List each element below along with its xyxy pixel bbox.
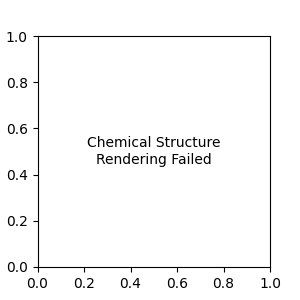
Text: Chemical Structure
Rendering Failed: Chemical Structure Rendering Failed xyxy=(87,136,220,166)
